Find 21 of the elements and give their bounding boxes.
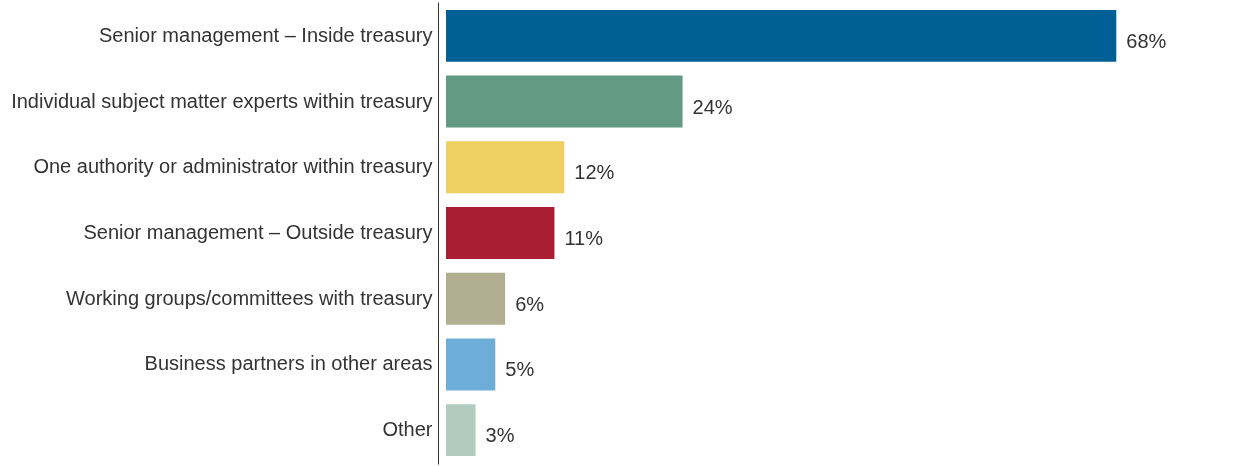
data-label: 24% — [692, 95, 733, 118]
y-tick-label: Other — [382, 418, 433, 441]
data-label: 68% — [1126, 29, 1167, 52]
bar — [446, 141, 565, 194]
data-label: 12% — [574, 161, 615, 184]
data-label: 6% — [515, 292, 545, 315]
bar — [446, 338, 496, 391]
y-tick-label: Working groups/committees with treasury — [66, 286, 433, 309]
y-tick-label: One authority or administrator within treasury — [33, 155, 433, 178]
data-label: 5% — [505, 358, 535, 381]
y-tick-label: Senior management – Inside treasury — [98, 23, 433, 46]
bar — [446, 75, 683, 128]
bar — [446, 272, 506, 325]
bar — [446, 404, 476, 457]
data-label: 11% — [564, 227, 604, 249]
y-tick-label: Senior management – Outside treasury — [83, 221, 433, 243]
bar — [446, 207, 555, 259]
data-label: 3% — [485, 424, 515, 447]
y-tick-label: Business partners in other areas — [144, 352, 433, 375]
bar — [446, 9, 1117, 62]
y-tick-label: Individual subject matter experts within treasury — [11, 89, 433, 112]
